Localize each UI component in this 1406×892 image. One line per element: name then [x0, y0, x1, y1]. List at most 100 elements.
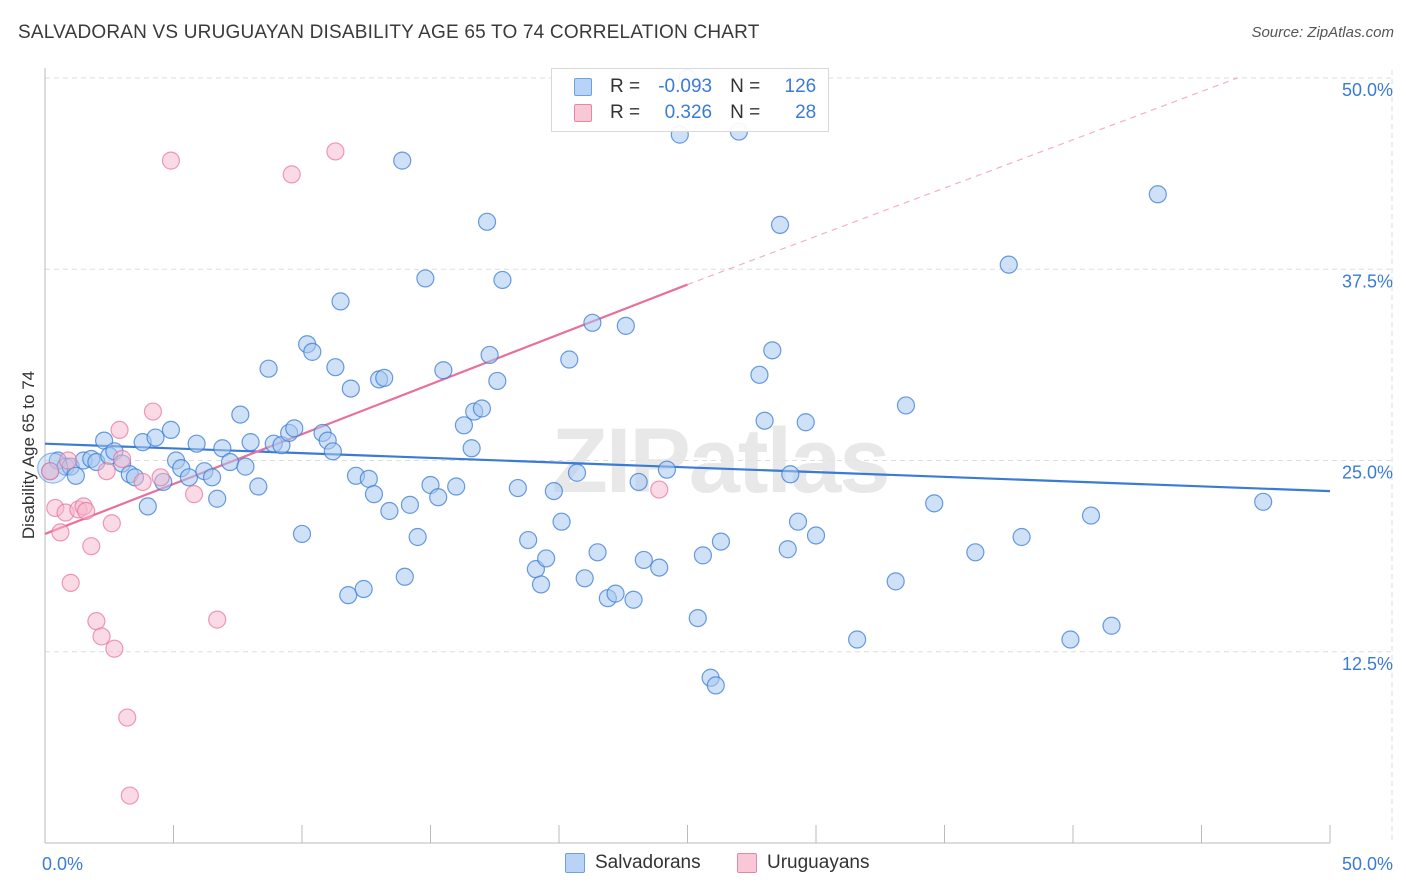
salvadoran-point: [925, 494, 944, 513]
series-legend: Salvadorans Uruguayans: [0, 852, 1406, 876]
salvadoran-point: [434, 361, 453, 380]
legend-n-label: N =: [730, 76, 761, 97]
legend-item-salvadorans[interactable]: Salvadorans: [565, 852, 701, 874]
salvadoran-point: [624, 590, 643, 609]
legend-item-uruguayans[interactable]: Uruguayans: [737, 852, 869, 874]
chart-source: Source: ZipAtlas.com: [1251, 24, 1394, 41]
salvadoran-point: [750, 365, 769, 384]
legend-r-value: -0.093: [658, 76, 713, 97]
salvadoran-point: [575, 569, 594, 588]
x-tick-labels: 0.0% 50.0%: [42, 854, 1393, 874]
salvadoran-point: [616, 316, 635, 335]
salvadoran-point: [781, 465, 800, 484]
salvadoran-point: [583, 313, 602, 332]
salvadoran-point: [896, 396, 916, 415]
salvadoran-point: [966, 543, 985, 562]
salvadoran-point: [292, 524, 312, 544]
salvadoran-point: [848, 630, 867, 649]
y-tick-labels: 12.5% 25.0% 37.5% 50.0%: [1342, 80, 1393, 674]
salvadoran-point: [552, 512, 571, 531]
legend-r-value: 0.326: [664, 102, 713, 123]
salvadoran-point: [588, 543, 607, 562]
y-axis-label: Disability Age 65 to 74: [19, 371, 38, 539]
uruguayan-point: [92, 627, 111, 646]
uruguayan-point: [120, 786, 139, 805]
salvadoran-point: [606, 584, 625, 603]
uruguayan-point: [326, 142, 345, 161]
salvadoran-point: [326, 358, 345, 377]
salvadoran-point: [693, 546, 713, 565]
salvadoran-point: [688, 608, 707, 628]
salvadoran-point: [788, 512, 808, 531]
uruguayan-point: [41, 462, 60, 481]
uruguayan-point: [87, 612, 106, 631]
uruguayan-point: [102, 514, 121, 533]
salvadoran-point: [472, 399, 491, 418]
salvadoran-point: [634, 550, 653, 570]
salvadoran-point: [531, 575, 551, 594]
uruguayan-point: [143, 402, 163, 421]
legend-label-salvadorans: Salvadorans: [595, 852, 701, 873]
salvadoran-point: [886, 572, 905, 591]
salvadoran-point: [285, 419, 304, 438]
uruguayans-swatch: [737, 853, 757, 873]
salvadoran-point: [796, 413, 815, 432]
salvadoran-point: [138, 497, 157, 516]
chart-title: SALVADORAN VS URUGUAYAN DISABILITY AGE 6…: [18, 22, 760, 43]
salvadoran-point: [429, 488, 448, 507]
salvadoran-point: [778, 540, 797, 559]
y-tick-label: 37.5%: [1342, 271, 1393, 291]
uruguayans-points: [41, 142, 669, 805]
salvadoran-point: [241, 433, 260, 452]
legend-n-value: 28: [795, 102, 817, 123]
salvadoran-point: [770, 215, 790, 234]
uruguayan-point: [282, 165, 301, 184]
salvadoran-point: [341, 379, 360, 398]
salvadoran-point: [375, 368, 394, 387]
uruguayan-point: [184, 485, 204, 504]
salvadoran-point: [66, 466, 85, 485]
salvadoran-point: [408, 527, 427, 547]
salvadoran-point: [249, 477, 268, 496]
salvadoran-point: [323, 442, 342, 461]
salvadoran-point: [477, 212, 497, 231]
salvadoran-point: [303, 342, 322, 361]
salvadoran-point: [187, 434, 206, 453]
uruguayan-point: [112, 449, 132, 469]
salvadoran-point: [161, 420, 181, 439]
watermark: ZIPatlas: [552, 410, 889, 512]
uruguayan-point: [208, 610, 227, 629]
salvadoran-point: [544, 482, 563, 501]
legend-row-salvadorans: R = -0.093 N = 126: [574, 75, 816, 99]
salvadoran-point: [231, 405, 250, 424]
salvadoran-point: [364, 485, 384, 504]
salvadoran-point: [508, 478, 527, 498]
x-tick-label: 50.0%: [1342, 854, 1393, 874]
salvadoran-point: [454, 416, 474, 435]
correlation-legend: R = -0.093 N = 126 R = 0.326 N = 28: [551, 68, 829, 132]
grid-lines: [45, 70, 1393, 843]
salvadoran-point: [400, 495, 420, 514]
salvadoran-point: [236, 457, 255, 476]
salvadoran-point: [567, 463, 587, 482]
legend-swatch-pink: [574, 104, 592, 122]
salvadoran-point: [650, 558, 669, 577]
uruguayan-point: [151, 468, 170, 487]
salvadoran-point: [480, 345, 499, 365]
salvadoran-point: [354, 579, 373, 599]
salvadoran-point: [1061, 630, 1080, 649]
salvadoran-point: [1254, 492, 1273, 511]
salvadoran-point: [462, 439, 481, 458]
salvadoran-point: [493, 270, 512, 290]
salvadoran-point: [331, 292, 350, 311]
trend-lines: [44, 77, 1331, 535]
salvadoran-point: [146, 428, 165, 447]
legend-label-uruguayans: Uruguayans: [767, 852, 870, 873]
salvadoran-point: [179, 468, 199, 487]
y-tick-label: 25.0%: [1342, 463, 1393, 483]
legend-r-label: R =: [610, 102, 641, 123]
salvadoran-point: [220, 452, 240, 472]
salvadoran-point: [999, 255, 1018, 274]
salvadoran-point: [1102, 616, 1121, 635]
